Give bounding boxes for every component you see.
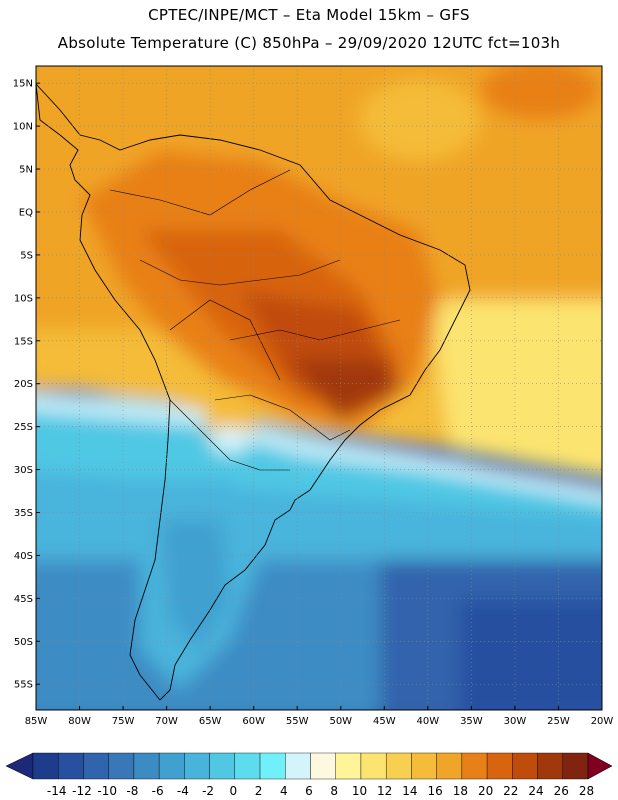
colorbar-swatch [436,752,463,780]
map-frame [35,65,603,711]
colorbar-under-arrow [5,752,34,780]
lat-label: 15S [14,336,33,347]
colorbar-swatch [184,752,210,780]
colorbar-label: -4 [177,784,189,798]
lat-label: 5S [20,250,33,261]
lon-label: 40W [417,716,440,727]
colorbar-swatch [259,752,286,780]
colorbar-label: 22 [503,784,518,798]
lon-label: 55W [286,716,309,727]
lat-label: 25S [14,422,33,433]
chart-title-line1: CPTEC/INPE/MCT – Eta Model 15km – GFS [148,6,470,24]
colorbar-swatch [133,752,160,780]
lon-label: 85W [25,716,48,727]
lat-label: 5N [19,165,33,176]
lon-label: 30W [504,716,527,727]
colorbar-label: 0 [229,784,237,798]
colorbar-label: 28 [579,784,594,798]
colorbar-swatch [285,752,311,780]
lon-label: 35W [460,716,483,727]
colorbar-swatch [310,752,336,780]
colorbar-label: 26 [554,784,569,798]
colorbar-label: -14 [47,784,67,798]
colorbar-label: 12 [377,784,392,798]
colorbar-label: -6 [152,784,164,798]
lat-label: 55S [14,680,33,691]
colorbar-swatch [32,752,59,780]
colorbar-swatch [58,752,84,780]
lon-label: 80W [68,716,91,727]
lat-label: 10N [13,122,33,133]
grid-lines [36,66,602,710]
lon-label: 45W [373,716,396,727]
colorbar-label: -2 [202,784,214,798]
colorbar-label: 20 [478,784,493,798]
colorbar-label: 24 [528,784,543,798]
chart-title-line2: Absolute Temperature (C) 850hPa – 29/09/… [57,34,561,52]
colorbar-swatch [360,752,387,780]
lat-label: 15N [13,79,33,90]
colorbar-label: 2 [255,784,263,798]
lat-label: 40S [14,551,33,562]
colorbar-label: 10 [352,784,367,798]
colorbar-label: 18 [453,784,468,798]
colorbar-label: -12 [72,784,92,798]
lon-label: 20W [591,716,614,727]
colorbar-swatch [461,752,488,780]
lon-label: 25W [547,716,570,727]
colorbar-swatch [537,752,563,780]
lat-label: 10S [14,293,33,304]
lat-label: 45S [14,594,33,605]
colorbar-swatch [158,752,185,780]
colorbar-swatch [209,752,236,780]
lon-label: 75W [112,716,135,727]
colorbar-swatch [83,752,109,780]
colorbar-label: 16 [427,784,442,798]
colorbar-over-arrow [587,752,613,780]
colorbar-swatch [512,752,538,780]
latitude-axis: 15N 10N 5N EQ 5S 10S 15S 20S 25S 30S 35S 40S 45S 50S 5… [13,79,40,691]
continent-outline [36,83,471,701]
longitude-axis: 85W 80W 75W 70W 65W 60W 55W 50W 45W 40W 35W 30W 25W 2… [25,706,614,727]
colorbar-label: 14 [402,784,417,798]
colorbar-swatch [562,752,589,780]
temperature-field [36,66,602,710]
colorbar-label: -8 [126,784,138,798]
colorbar-swatch [234,752,261,780]
lat-label: 35S [14,508,33,519]
colorbar-label: 8 [330,784,338,798]
colorbar-swatch [411,752,437,780]
colorbar-label: 4 [280,784,288,798]
lon-label: 60W [242,716,265,727]
colorbar-label: 6 [305,784,313,798]
lat-label: 30S [14,465,33,476]
lat-label: 20S [14,379,33,390]
colorbar: -14 -12 -10 -8 -6 -4 -2 0 2 4 6 8 10 12 14 16 18 20 22 24 26… [5,752,613,798]
lon-label: 70W [155,716,178,727]
colorbar-swatch [385,752,412,780]
colorbar-swatch [486,752,513,780]
lat-label: 50S [14,637,33,648]
colorbar-label: -10 [97,784,117,798]
lon-label: 50W [329,716,352,727]
lon-label: 65W [199,716,222,727]
colorbar-swatch [108,752,135,780]
colorbar-swatch [335,752,362,780]
lat-label: EQ [19,207,33,218]
